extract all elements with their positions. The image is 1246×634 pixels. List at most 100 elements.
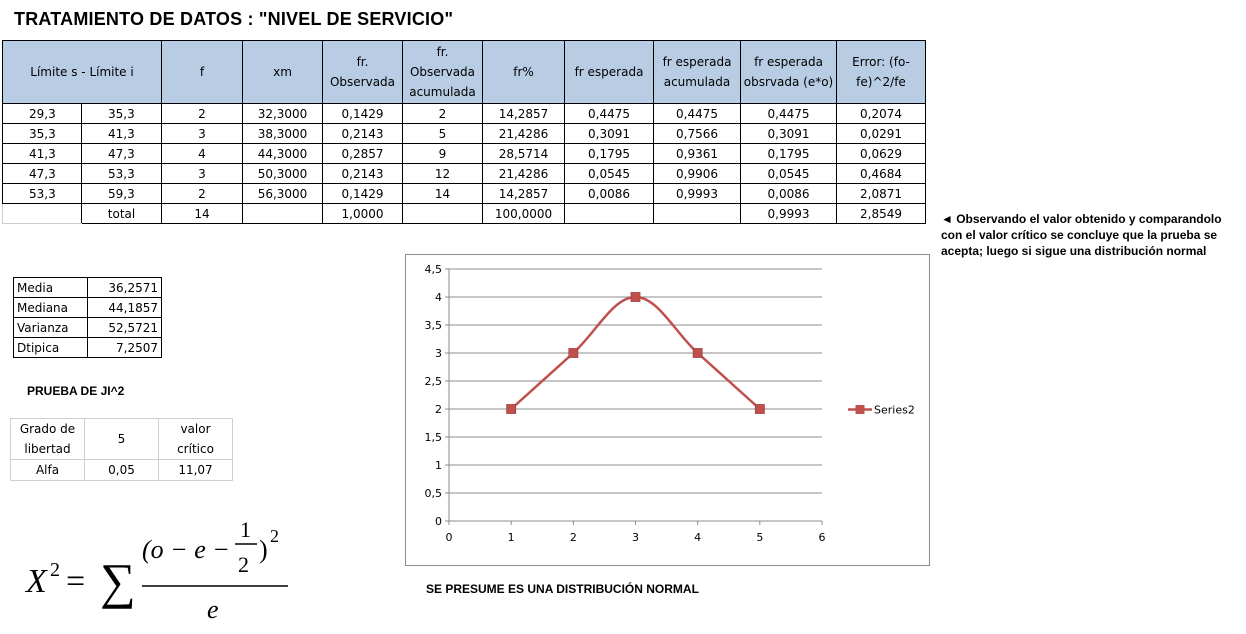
y-tick-label: 2 bbox=[435, 403, 442, 416]
table-cell: 0,0545 bbox=[740, 163, 837, 184]
stats-label: Dtipica bbox=[13, 337, 88, 358]
table-cell: 14 bbox=[402, 183, 483, 204]
table-cell: 0,9993 bbox=[653, 183, 741, 204]
legend-label: Series2 bbox=[874, 404, 915, 417]
stats-label: Media bbox=[13, 277, 88, 298]
formula-half-den: 2 bbox=[238, 552, 249, 577]
y-tick-label: 3,5 bbox=[425, 319, 443, 332]
table-cell: 2 bbox=[161, 103, 243, 124]
table-row: 53,3 59,3 2 56,3000 0,1429 14 14,2857 0,0086 0,9… bbox=[2, 183, 926, 204]
table-cell: 0,9906 bbox=[653, 163, 741, 184]
data-point bbox=[692, 348, 703, 358]
table-total-row: total 14 1,0000 100,0000 0,9993 2,8549 bbox=[2, 203, 926, 224]
table-cell: 0,4684 bbox=[836, 163, 926, 184]
svg-text:=: = bbox=[66, 563, 85, 600]
table-cell: 0,4475 bbox=[564, 103, 654, 124]
total-label: total bbox=[81, 203, 162, 224]
table-cell: 47,3 bbox=[81, 143, 162, 164]
x-tick-label: 5 bbox=[756, 531, 763, 544]
table-cell: 44,3000 bbox=[242, 143, 323, 164]
table-cell: 5 bbox=[402, 123, 483, 144]
table-cell: 21,4286 bbox=[482, 163, 565, 184]
table-cell: 59,3 bbox=[81, 183, 162, 204]
grado-libertad-value: 5 bbox=[84, 418, 159, 460]
table-cell: 2 bbox=[161, 183, 243, 204]
formula-close: ) bbox=[259, 535, 268, 564]
y-tick-label: 4 bbox=[435, 291, 442, 304]
table-cell: 0,0086 bbox=[740, 183, 837, 204]
x-tick-label: 0 bbox=[446, 531, 453, 544]
conclusion-text: SE PRESUME ES UNA DISTRIBUCIÓN NORMAL bbox=[426, 582, 699, 596]
table-cell: 32,3000 bbox=[242, 103, 323, 124]
x-tick-label: 4 bbox=[694, 531, 701, 544]
table-cell: 12 bbox=[402, 163, 483, 184]
table-cell: 0,4475 bbox=[653, 103, 741, 124]
table-cell: 3 bbox=[161, 163, 243, 184]
table-row: 35,3 41,3 3 38,3000 0,2143 5 21,4286 0,3091 0,75… bbox=[2, 123, 926, 144]
y-tick-label: 1 bbox=[435, 459, 442, 472]
header-fr-percent: fr% bbox=[482, 40, 565, 104]
header-error: Error: (fo-fe)^2/fe bbox=[836, 40, 926, 104]
table-cell: 0,1429 bbox=[322, 103, 403, 124]
y-tick-label: 1,5 bbox=[425, 431, 443, 444]
x-tick-label: 6 bbox=[819, 531, 826, 544]
header-fr-observada: fr. Observada bbox=[322, 40, 403, 104]
page-title: TRATAMIENTO DE DATOS : "NIVEL DE SERVICI… bbox=[14, 9, 454, 29]
header-fr-esperada-acumulada: fr esperada acumulada bbox=[653, 40, 741, 104]
total-f: 14 bbox=[161, 203, 243, 224]
y-tick-label: 2,5 bbox=[425, 375, 443, 388]
data-point bbox=[568, 348, 579, 358]
table-row: 41,3 47,3 4 44,3000 0,2857 9 28,5714 0,1795 0,93… bbox=[2, 143, 926, 164]
x-tick-label: 2 bbox=[570, 531, 577, 544]
alfa-value: 0,05 bbox=[84, 459, 159, 481]
stats-table: Media 36,2571 Mediana 44,1857 Varianza 52,572… bbox=[13, 277, 162, 358]
table-cell: 0,2143 bbox=[322, 163, 403, 184]
table-cell: 0,0086 bbox=[564, 183, 654, 204]
stats-row: Media 36,2571 bbox=[13, 277, 162, 298]
formula-num-exp: 2 bbox=[270, 526, 279, 546]
table-cell: 41,3 bbox=[81, 123, 162, 144]
header-limits: Límite s - Límite i bbox=[2, 40, 162, 104]
stats-value: 44,1857 bbox=[87, 297, 162, 318]
chart-container: 0 0,5 1 1,5 2 2,5 3 3,5 4 4,5 0 1 2 3 4 5 6 Series2 bbox=[405, 254, 930, 566]
stats-value: 52,5721 bbox=[87, 317, 162, 338]
formula-svg: X 2 = ∑ (o − e − 1 2 ) 2 e bbox=[24, 517, 288, 624]
table-cell: 29,3 bbox=[2, 103, 82, 124]
table-cell: 50,3000 bbox=[242, 163, 323, 184]
formula-denominator: e bbox=[207, 595, 219, 624]
table-cell: 0,7566 bbox=[653, 123, 741, 144]
table-cell: 47,3 bbox=[2, 163, 82, 184]
stats-row: Varianza 52,5721 bbox=[13, 317, 162, 338]
x-tick-label: 1 bbox=[508, 531, 515, 544]
table-cell: 14,2857 bbox=[482, 103, 565, 124]
table-cell: 0,1795 bbox=[564, 143, 654, 164]
formula-numerator: (o − e − bbox=[142, 535, 230, 564]
conclusion-note: ◄ Observando el valor obtenido y compara… bbox=[941, 212, 1222, 258]
table-cell: 3 bbox=[161, 123, 243, 144]
total-frp: 100,0000 bbox=[482, 203, 565, 224]
table-cell: 35,3 bbox=[2, 123, 82, 144]
data-point bbox=[630, 292, 641, 302]
alfa-label: Alfa bbox=[10, 459, 85, 481]
chi-square-formula: X 2 = ∑ (o − e − 1 2 ) 2 e bbox=[22, 510, 302, 634]
table-cell: 0,1795 bbox=[740, 143, 837, 164]
table-cell: 56,3000 bbox=[242, 183, 323, 204]
table-cell: 53,3 bbox=[2, 183, 82, 204]
table-cell: 0,2143 bbox=[322, 123, 403, 144]
formula-sum: ∑ bbox=[100, 553, 136, 609]
table-row: 29,3 35,3 2 32,3000 0,1429 2 14,2857 0,4475 0,44… bbox=[2, 103, 926, 124]
y-tick-label: 3 bbox=[435, 347, 442, 360]
table-cell: 0,2074 bbox=[836, 103, 926, 124]
formula-lhs: X bbox=[24, 563, 48, 600]
table-cell: 35,3 bbox=[81, 103, 162, 124]
total-eo: 0,9993 bbox=[740, 203, 837, 224]
table-cell: 0,4475 bbox=[740, 103, 837, 124]
table-row: 47,3 53,3 3 50,3000 0,2143 12 21,4286 0,0545 0,9… bbox=[2, 163, 926, 184]
formula-half-num: 1 bbox=[240, 517, 251, 542]
header-fr-esperada: fr esperada bbox=[564, 40, 654, 104]
table-cell: 21,4286 bbox=[482, 123, 565, 144]
table-cell: 0,0629 bbox=[836, 143, 926, 164]
table-cell: 0,1429 bbox=[322, 183, 403, 204]
y-tick-label: 0,5 bbox=[425, 487, 443, 500]
table-cell: 14,2857 bbox=[482, 183, 565, 204]
